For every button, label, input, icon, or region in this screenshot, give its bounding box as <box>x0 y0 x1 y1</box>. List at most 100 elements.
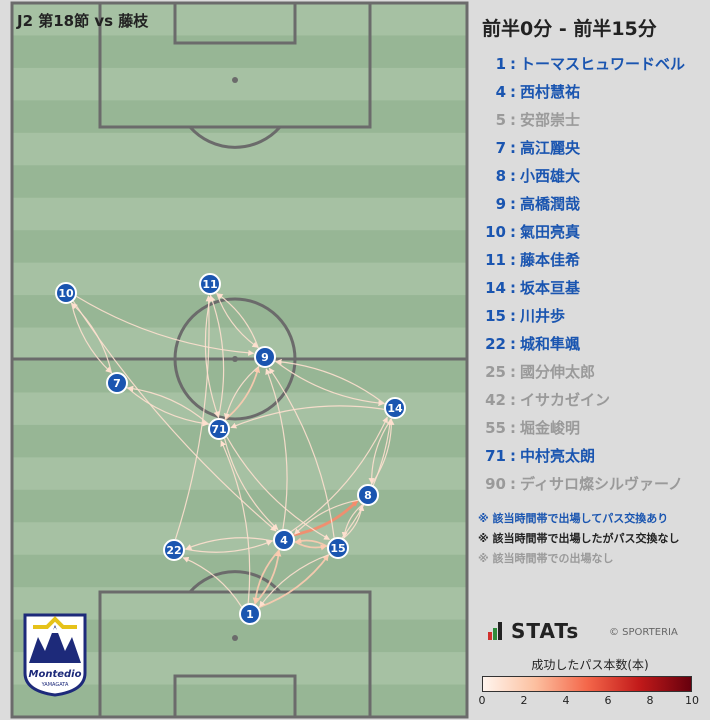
pass-arrow <box>71 302 113 374</box>
roster-separator: : <box>510 335 516 353</box>
player-node: 10 <box>55 282 77 304</box>
period-title: 前半0分 - 前半15分 <box>482 18 657 40</box>
player-node-number: 15 <box>330 542 345 555</box>
legend-tick: 10 <box>685 694 699 707</box>
player-node-number: 4 <box>280 534 288 547</box>
player-node-number: 7 <box>113 377 121 390</box>
credit: © SPORTERIA <box>609 627 678 638</box>
roster-number: 22 <box>485 335 506 353</box>
roster-name: 川井歩 <box>520 307 566 325</box>
pass-arrow <box>368 418 393 485</box>
roster-name: 高江麗央 <box>520 139 581 157</box>
roster-separator: : <box>510 447 516 465</box>
roster-name: 坂本亘基 <box>520 279 581 297</box>
roster-separator: : <box>510 363 516 381</box>
player-node-number: 71 <box>211 423 226 436</box>
roster-item: 4: 西村慧祐 <box>470 78 698 106</box>
pass-arrow <box>258 554 330 609</box>
roster-name: 氣田亮真 <box>520 223 581 241</box>
pass-arrow <box>274 360 385 407</box>
roster-separator: : <box>510 251 516 269</box>
roster-separator: : <box>510 167 516 185</box>
roster-separator: : <box>510 111 516 129</box>
roster-name: 城和隼颯 <box>520 335 581 353</box>
pass-arrow <box>294 499 359 535</box>
roster-number: 15 <box>485 307 506 325</box>
pass-arrow <box>341 504 363 539</box>
roster-item: 5: 安部崇士 <box>470 106 698 134</box>
pass-arrow <box>295 537 328 548</box>
roster-number: 90 <box>485 475 506 493</box>
player-node-number: 22 <box>166 544 181 557</box>
roster-item: 90: ディサロ燦シルヴァーノ <box>470 470 698 498</box>
player-node: 9 <box>254 346 276 368</box>
stats-logo-text: STATs <box>511 619 580 643</box>
roster-separator: : <box>510 83 516 101</box>
team-logo: Montedio YAMAGATA <box>23 613 87 697</box>
player-node: 8 <box>357 484 379 506</box>
pass-arrow <box>275 358 386 405</box>
pass-arrow <box>223 365 260 420</box>
player-roster: 1: トーマスヒュワードベル 4: 西村慧祐 5: 安部崇士 7: 高江麗央 8: 小西雄大 9: 高… <box>470 50 698 498</box>
pass-arrow <box>182 557 243 608</box>
status-notes: ※ 該当時間帯で出場してパス交換あり ※ 該当時間帯で出場したがパス交換なし ※… <box>478 509 680 569</box>
team-logo-text: Montedio <box>29 669 82 680</box>
roster-item: 25: 國分伸太郎 <box>470 358 698 386</box>
match-label: J2 第18節 vs 藤枝 <box>17 12 149 30</box>
pass-arrow <box>230 405 385 429</box>
roster-number: 8 <box>495 167 506 185</box>
roster-name: ディサロ燦シルヴァーノ <box>520 475 684 493</box>
roster-name: 西村慧祐 <box>520 83 581 101</box>
roster-item: 42: イサカゼイン <box>470 386 698 414</box>
team-logo-subtext: YAMAGATA <box>41 682 69 688</box>
pass-arrow <box>184 540 273 553</box>
pass-arrow <box>220 440 251 604</box>
roster-number: 25 <box>485 363 506 381</box>
note-none: ※ 該当時間帯での出場なし <box>478 552 614 565</box>
roster-separator: : <box>510 55 516 73</box>
roster-number: 5 <box>495 111 506 129</box>
player-node-number: 10 <box>58 287 74 300</box>
pass-arrow <box>76 295 255 356</box>
note-active: ※ 該当時間帯で出場してパス交換あり <box>478 512 669 525</box>
roster-number: 4 <box>495 83 506 101</box>
pass-arrow <box>216 292 259 348</box>
player-node: 14 <box>384 397 406 419</box>
legend-tick: 4 <box>562 694 570 707</box>
note-nopass: ※ 該当時間帯で出場したがパス交換なし <box>478 532 680 545</box>
roster-name: 國分伸太郎 <box>520 363 596 381</box>
roster-separator: : <box>510 391 516 409</box>
player-node-number: 9 <box>261 351 269 364</box>
roster-item: 10: 氣田亮真 <box>470 218 698 246</box>
pass-arrow <box>209 295 225 419</box>
pass-arrow <box>70 302 112 374</box>
roster-name: 安部崇士 <box>520 111 581 129</box>
pass-arrow <box>341 418 393 539</box>
roster-name: イサカゼイン <box>520 391 611 409</box>
pass-arrow <box>204 294 220 418</box>
roster-item: 71: 中村亮太朗 <box>470 442 698 470</box>
roster-name: 小西雄大 <box>520 167 581 185</box>
pass-arrow <box>224 438 279 531</box>
roster-number: 7 <box>495 139 506 157</box>
pass-arrow <box>126 387 209 427</box>
legend-tick: 0 <box>478 694 486 707</box>
roster-item: 15: 川井歩 <box>470 302 698 330</box>
pass-arrow <box>370 418 395 485</box>
roster-number: 10 <box>485 223 506 241</box>
roster-separator: : <box>510 279 516 297</box>
legend-tick: 6 <box>604 694 612 707</box>
roster-number: 42 <box>485 391 506 409</box>
roster-separator: : <box>510 419 516 437</box>
roster-number: 55 <box>485 419 506 437</box>
roster-separator: : <box>510 475 516 493</box>
legend-tick: 2 <box>520 694 528 707</box>
roster-item: 11: 藤本佳希 <box>470 246 698 274</box>
player-node-number: 14 <box>387 402 403 415</box>
roster-name: 堀金峻明 <box>520 419 581 437</box>
player-node-number: 11 <box>202 278 217 291</box>
legend-title: 成功したパス本数(本) <box>531 658 649 672</box>
pass-arrow <box>252 549 281 604</box>
roster-name: 藤本佳希 <box>520 251 581 269</box>
